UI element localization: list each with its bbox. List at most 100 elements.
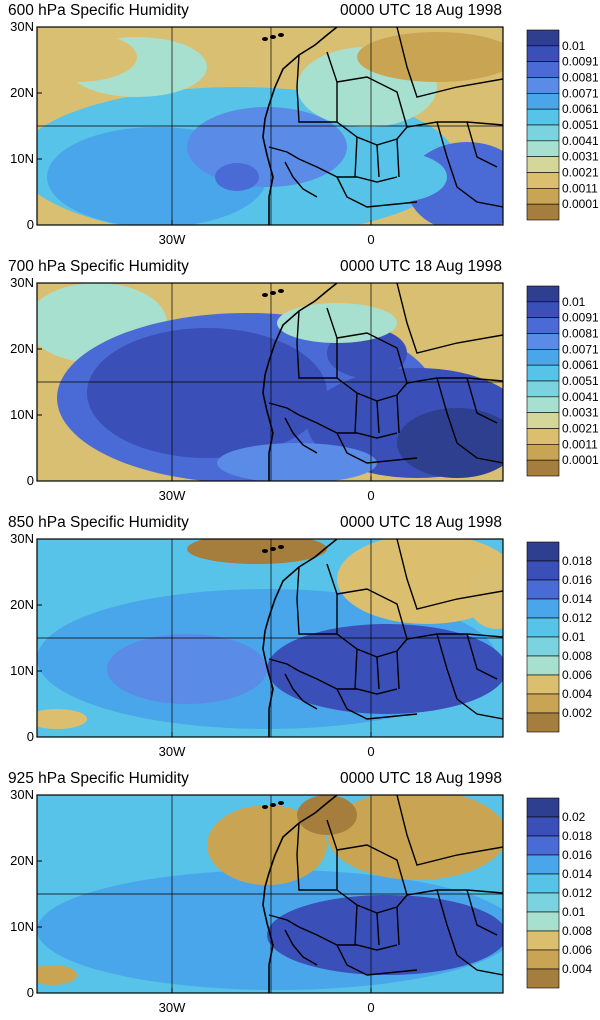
colorbar-swatch [526,61,560,78]
panel-700hpa: 700 hPa Specific Humidity 0000 UTC 18 Au… [8,258,599,503]
map-frame [36,538,504,738]
grid [37,27,503,225]
grid [37,539,503,737]
colorbar-label: 0.0041 [562,390,599,404]
country-border [336,76,408,128]
colorbar-label: 0.0021 [562,422,599,436]
colorbar-swatch [526,93,560,110]
colorbar-swatch [526,45,560,62]
country-border [336,588,408,640]
panel-time: 0000 UTC 18 Aug 1998 [340,258,502,275]
colorbar-label: 0.0031 [562,150,599,164]
colorbar-swatch [526,140,560,157]
panel-title: 700 hPa Specific Humidity [8,258,189,275]
colorbar-swatch [526,598,560,619]
colorbar-swatch [526,892,560,913]
country-border [284,161,318,198]
y-tick-label: 10N [10,407,34,422]
colorbar-swatch [526,317,560,334]
colorbar-label: 0.016 [562,573,592,587]
colorbar-label: 0.014 [562,592,592,606]
island [262,293,268,297]
y-tick-label: 10N [10,151,34,166]
country-border [466,633,498,680]
x-tick-label: 0 [367,232,374,247]
colorbar-label: 0.014 [562,867,592,881]
island [278,545,284,549]
colorbar-swatch [526,459,560,477]
colorbar-swatch [526,172,560,189]
colorbar-swatch [526,188,560,205]
colorbar-label: 0.0071 [562,86,599,100]
colorbar-swatch [526,541,560,562]
country-border [354,648,400,690]
colorbar-swatch [526,380,560,398]
country-border [284,929,318,966]
y-tick-label: 30N [10,531,34,546]
coastline [262,283,338,481]
island [262,37,268,41]
colorbar-label: 0.018 [562,554,592,568]
island [262,805,268,809]
colorbar-label: 0.01 [562,295,586,309]
colorbar-label: 0.0061 [562,102,599,116]
colorbar-swatch [526,930,560,951]
country-border [336,121,503,146]
colorbar-swatch [526,911,560,932]
country-border [284,673,318,710]
grid [37,795,503,993]
y-tick-label: 30N [10,19,34,34]
colorbar-label: 0.0051 [562,374,599,388]
colorbar-label: 0.02 [562,810,586,824]
colorbar: 0.02 0.018 0.016 0.014 0.012 0.01 0.008 0.006 0.… [526,797,592,989]
country-border [268,914,398,951]
colorbar-swatch [526,816,560,837]
colorbar-swatch [526,108,560,126]
colorbar-label: 0.0091 [562,311,599,325]
country-border [436,633,503,720]
colorbar-label: 0.0021 [562,166,599,180]
panel-600hpa: 600 hPa Specific Humidity 0000 UTC 18 Au… [8,2,599,247]
island [270,291,276,295]
colorbar-swatch [526,949,560,970]
colorbar-swatch [526,674,560,695]
country-border [336,844,408,896]
map-frame [36,282,504,482]
colorbar-swatch [526,349,560,366]
y-tick-label: 20N [10,853,34,868]
country-border [436,377,503,464]
country-border [436,889,503,976]
colorbar-label: 0.0071 [562,342,599,356]
country-border [466,121,498,168]
country-border [336,633,503,658]
colorbar-swatch [526,285,560,303]
colorbar-label: 0.004 [562,962,592,976]
island [270,547,276,551]
country-border [396,283,503,354]
x-tick-label: 30W [159,744,186,759]
y-tick-label: 30N [10,787,34,802]
colorbar-label: 0.012 [562,886,592,900]
colorbar-label: 0.0001 [562,197,599,211]
y-tick-label: 20N [10,85,34,100]
colorbar-swatch [526,560,560,581]
colorbar-swatch [526,636,560,657]
country-border [336,332,408,384]
coastline [262,539,338,737]
colorbar-swatch [526,412,560,429]
country-border [268,402,398,439]
island [278,289,284,293]
colorbar-swatch [526,77,560,94]
panel-time: 0000 UTC 18 Aug 1998 [340,770,502,787]
country-border [396,539,503,610]
colorbar-label: 0.0051 [562,118,599,132]
y-tick-label: 10N [10,663,34,678]
colorbar-swatch [526,29,560,47]
colorbar-swatch [526,301,560,318]
colorbar-label: 0.012 [562,611,592,625]
grid [37,283,503,481]
x-tick-label: 0 [367,744,374,759]
colorbar-swatch [526,968,560,989]
y-tick-label: 0 [27,473,34,488]
